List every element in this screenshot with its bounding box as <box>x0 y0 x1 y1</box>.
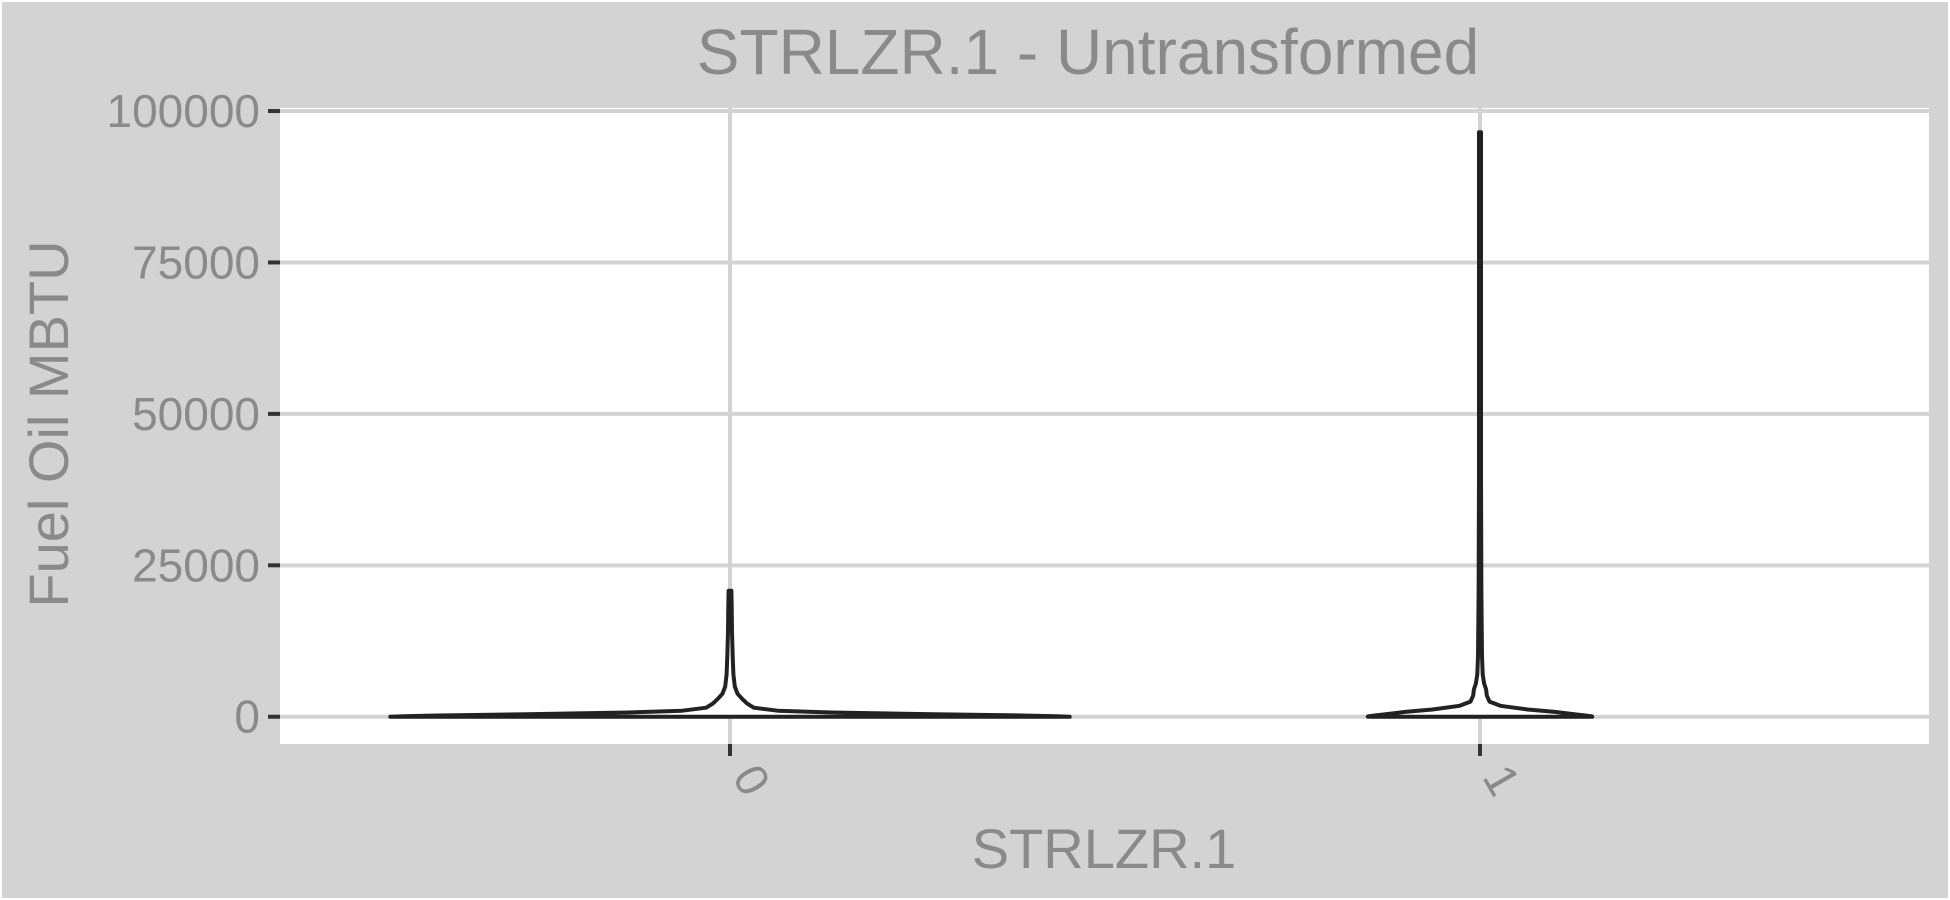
y-axis: 0 25000 50000 75000 100000 <box>107 85 280 743</box>
chart-title: STRLZR.1 - Untransformed <box>697 16 1479 88</box>
violin-0 <box>388 588 1072 719</box>
violin-1 <box>1365 130 1595 719</box>
y-tick-label: 0 <box>234 691 260 743</box>
panel-background <box>280 108 1929 744</box>
x-tick-label: 0 <box>723 756 781 804</box>
y-axis-title: Fuel Oil MBTU <box>17 240 80 607</box>
y-tick-label: 75000 <box>132 236 260 288</box>
y-tick-label: 50000 <box>132 388 260 440</box>
x-axis-title: STRLZR.1 <box>972 817 1237 880</box>
plot-panel <box>280 108 1929 744</box>
violins <box>388 130 1595 719</box>
y-tick-label: 25000 <box>132 539 260 591</box>
grid-lines <box>280 108 1929 744</box>
x-tick-label: 1 <box>1473 756 1531 804</box>
y-tick-label: 100000 <box>107 85 261 137</box>
